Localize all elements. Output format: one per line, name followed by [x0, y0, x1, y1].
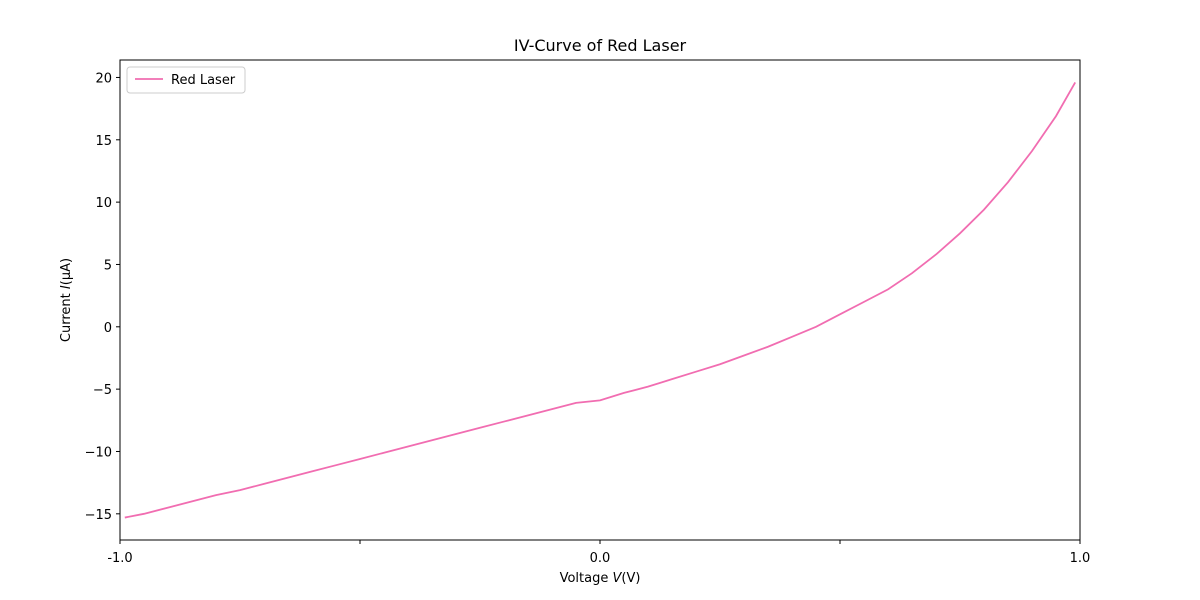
y-axis-label-var: I [59, 285, 74, 289]
y-tick-label: 5 [104, 258, 112, 273]
y-axis-label-suffix: (μA) [59, 258, 74, 285]
y-axis-label: Current I(μA) [59, 258, 74, 342]
x-axis: -1.0 0.0 1.0 [107, 540, 1090, 566]
x-tick-label: 0.0 [590, 551, 611, 566]
series-line-red-laser [124, 81, 1076, 519]
legend: Red Laser [126, 66, 246, 94]
y-tick-label: 10 [95, 196, 112, 211]
chart-title: IV-Curve of Red Laser [514, 36, 687, 55]
plot-area [119, 59, 1081, 541]
x-axis-label-var: V [612, 571, 622, 586]
x-axis-label-prefix: Voltage [560, 571, 613, 586]
legend-label-red-laser: Red Laser [171, 73, 236, 88]
y-axis: −15 −10 −5 0 5 10 15 20 [85, 71, 120, 523]
y-tick-label: 0 [104, 321, 112, 336]
y-tick-label: 20 [95, 71, 112, 86]
legend-box [126, 66, 246, 94]
x-axis-label: Voltage V(V) [560, 571, 641, 586]
y-tick-label: −5 [93, 383, 112, 398]
axes-frame [119, 59, 1081, 541]
y-tick-label: −10 [85, 445, 112, 460]
x-axis-label-suffix: (V) [621, 571, 640, 586]
x-tick-label: -1.0 [107, 551, 132, 566]
y-tick-label: 15 [95, 134, 112, 149]
y-axis-label-prefix: Current [59, 289, 74, 342]
x-tick-label: 1.0 [1070, 551, 1091, 566]
y-tick-label: −15 [85, 508, 112, 523]
